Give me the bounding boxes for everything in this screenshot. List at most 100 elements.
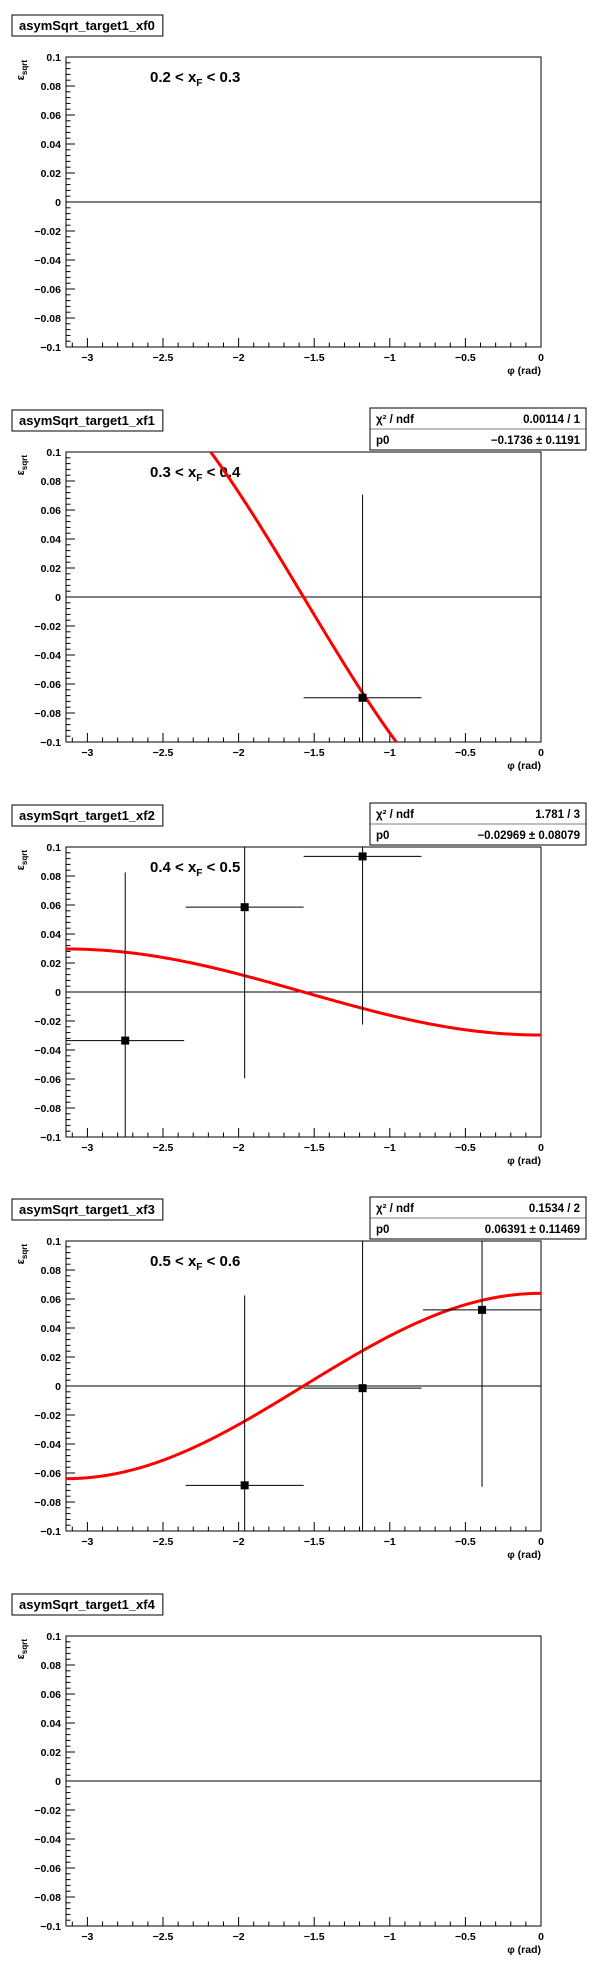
y-tick-label: 0 — [55, 1776, 61, 1788]
x-tick-label: −3 — [81, 1536, 93, 1548]
chart-svg-2: 0.1 0.08 0.06 0.04 0.02 0 −0.02 −0.04 −0.06 −0.08… — [11, 802, 587, 1167]
y-tick-label: −0.1 — [40, 737, 61, 749]
y-axis-label: εsqrt — [15, 1639, 29, 1660]
x-tick-label: −3 — [81, 352, 93, 364]
y-tick-label: −0.1 — [40, 342, 61, 354]
chart-svg-0: 0.1 0.08 0.06 0.04 0.02 0 −0.02 −0.04 −0.06 −0.08… — [11, 14, 544, 377]
y-tick-label: 0.06 — [41, 1294, 62, 1306]
y-tick-label: −0.06 — [34, 1074, 61, 1086]
x-tick-label: −2 — [233, 1931, 245, 1943]
y-tick-label: −0.08 — [34, 708, 61, 720]
x-tick-label: −3 — [81, 1142, 93, 1154]
x-tick-label: −2.5 — [153, 1536, 174, 1548]
chart-pad-1: 0.1 0.08 0.06 0.04 0.02 0 −0.02 −0.04 −0.06 −0.08… — [0, 395, 596, 790]
x-tick-label: −2.5 — [153, 747, 174, 759]
x-tick-label: −1 — [384, 747, 396, 759]
chart-title-box — [11, 14, 164, 37]
y-tick-label: −0.06 — [34, 1863, 61, 1875]
data-point — [240, 902, 249, 911]
x-axis-label: φ (rad) — [507, 1155, 541, 1167]
stats-p0-label: p0 — [376, 830, 389, 842]
xf-range-label: 0.5 < xF < 0.6 — [150, 1253, 240, 1273]
x-tick-label: −0.5 — [455, 747, 476, 759]
fit-stats-box: χ² / ndf 1.781 / 3 p0 −0.02969 ± 0.08079 — [369, 802, 587, 846]
stats-chi2-value: 0.1534 / 2 — [529, 1203, 580, 1215]
chart-title-text: asymSqrt_target1_xf3 — [19, 1202, 155, 1217]
chart-title: asymSqrt_target1_xf3 — [11, 1198, 164, 1221]
xf-range-label: 0.2 < xF < 0.3 — [150, 69, 240, 89]
chart-title: asymSqrt_target1_xf1 — [11, 409, 164, 432]
y-tick-label: 0.04 — [41, 139, 62, 151]
y-tick-label: 0.02 — [41, 958, 62, 970]
stats-p0-value: 0.06391 ± 0.11469 — [485, 1224, 580, 1236]
x-tick-label: −0.5 — [455, 1931, 476, 1943]
x-tick-label: −2 — [233, 747, 245, 759]
x-tick-label: −2.5 — [153, 1931, 174, 1943]
x-tick-label: 0 — [538, 1142, 544, 1154]
stats-chi2-value: 1.781 / 3 — [535, 809, 580, 821]
chart-title: asymSqrt_target1_xf0 — [11, 14, 164, 37]
y-tick-label: 0.04 — [41, 1323, 62, 1335]
xf-range-label: 0.3 < xF < 0.4 — [150, 464, 241, 484]
y-tick-label: −0.08 — [34, 1497, 61, 1509]
y-tick-label: 0.06 — [41, 900, 62, 912]
x-tick-label: −1.5 — [304, 1536, 325, 1548]
y-tick-label: −0.1 — [40, 1921, 61, 1933]
x-tick-label: −1.5 — [304, 1931, 325, 1943]
x-tick-label: −1 — [384, 1142, 396, 1154]
y-tick-label: 0.1 — [46, 842, 61, 854]
x-tick-label: 0 — [538, 352, 544, 364]
chart-title-text: asymSqrt_target1_xf4 — [19, 1597, 156, 1612]
stats-p0-label: p0 — [376, 1224, 389, 1236]
x-axis-label: φ (rad) — [507, 1944, 541, 1956]
y-tick-label: 0.06 — [41, 1689, 62, 1701]
y-tick-label: 0.08 — [41, 81, 62, 93]
x-tick-label: −3 — [81, 747, 93, 759]
y-tick-label: 0 — [55, 1381, 61, 1393]
x-tick-label: −1.5 — [304, 747, 325, 759]
y-tick-label: −0.04 — [34, 1439, 61, 1451]
x-tick-label: −0.5 — [455, 1142, 476, 1154]
y-tick-label: −0.06 — [34, 284, 61, 296]
y-tick-label: 0.08 — [41, 476, 62, 488]
y-tick-label: 0 — [55, 592, 61, 604]
x-axis-label: φ (rad) — [507, 760, 541, 772]
x-tick-label: −2.5 — [153, 352, 174, 364]
data-point — [478, 1306, 487, 1315]
x-tick-label: −3 — [81, 1931, 93, 1943]
data-points — [185, 1241, 541, 1532]
y-tick-label: −0.02 — [34, 1805, 61, 1817]
y-tick-label: −0.04 — [34, 255, 61, 267]
y-tick-label: 0.02 — [41, 168, 62, 180]
x-tick-label: −2 — [233, 1142, 245, 1154]
y-tick-label: 0.02 — [41, 563, 62, 575]
data-point — [358, 852, 367, 861]
chart-title-box — [11, 1198, 164, 1221]
stats-p0-label: p0 — [376, 435, 389, 447]
chart-title-box — [11, 804, 164, 827]
x-tick-label: −2 — [233, 352, 245, 364]
x-tick-label: −1.5 — [304, 1142, 325, 1154]
y-tick-label: 0.1 — [46, 447, 61, 459]
fit-curve — [66, 1292, 541, 1481]
y-tick-label: −0.02 — [34, 1016, 61, 1028]
chart-title: asymSqrt_target1_xf2 — [11, 804, 164, 827]
chart-title: asymSqrt_target1_xf4 — [11, 1593, 164, 1616]
y-tick-label: 0.08 — [41, 871, 62, 883]
y-tick-label: 0.04 — [41, 1718, 62, 1730]
y-tick-label: −0.04 — [34, 1045, 61, 1057]
x-tick-label: −2.5 — [153, 1142, 174, 1154]
y-tick-label: 0.1 — [46, 1631, 61, 1643]
data-point — [121, 1036, 130, 1045]
x-tick-label: 0 — [538, 747, 544, 759]
y-tick-label: 0.1 — [46, 1236, 61, 1248]
chart-svg-3: 0.1 0.08 0.06 0.04 0.02 0 −0.02 −0.04 −0.06 −0.08… — [11, 1196, 587, 1561]
xf-range-label: 0.4 < xF < 0.5 — [150, 859, 240, 879]
y-tick-label: −0.06 — [34, 679, 61, 691]
x-tick-label: −1 — [384, 352, 396, 364]
x-tick-label: 0 — [538, 1931, 544, 1943]
fit-curve — [66, 947, 541, 1037]
chart-svg-1: 0.1 0.08 0.06 0.04 0.02 0 −0.02 −0.04 −0.06 −0.08… — [11, 407, 587, 772]
chart-title-text: asymSqrt_target1_xf0 — [19, 18, 155, 33]
y-tick-label: −0.02 — [34, 1410, 61, 1422]
